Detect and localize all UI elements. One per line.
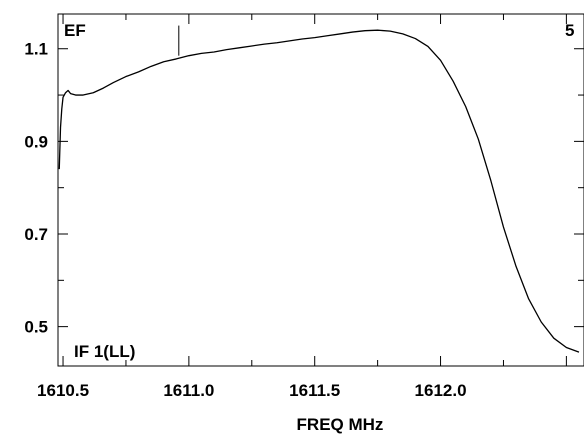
annotation-top-right: 5 bbox=[565, 21, 574, 40]
series-layer bbox=[58, 25, 580, 353]
plot-frame bbox=[57, 13, 584, 367]
y-tick-label: 0.9 bbox=[24, 132, 48, 151]
y-tick-label: 1.1 bbox=[24, 40, 48, 59]
x-tick-label: 1612.0 bbox=[415, 381, 467, 400]
y-tick-label: 0.5 bbox=[24, 318, 48, 337]
x-tick-label: 1610.5 bbox=[37, 381, 89, 400]
annotation-top-left: EF bbox=[64, 21, 86, 40]
x-axis-ticks: 1610.5 1611.0 1611.5 1612.0 bbox=[37, 14, 567, 400]
y-axis-ticks: 0.5 0.7 0.9 1.1 bbox=[24, 40, 584, 337]
y-tick-label: 0.7 bbox=[24, 225, 48, 244]
x-axis-title: FREQ MHz bbox=[297, 415, 384, 434]
x-tick-label: 1611.0 bbox=[163, 381, 214, 400]
annotation-bottom-left: IF 1(LL) bbox=[74, 342, 135, 361]
x-tick-label: 1611.5 bbox=[289, 381, 340, 400]
series-line bbox=[58, 29, 580, 353]
